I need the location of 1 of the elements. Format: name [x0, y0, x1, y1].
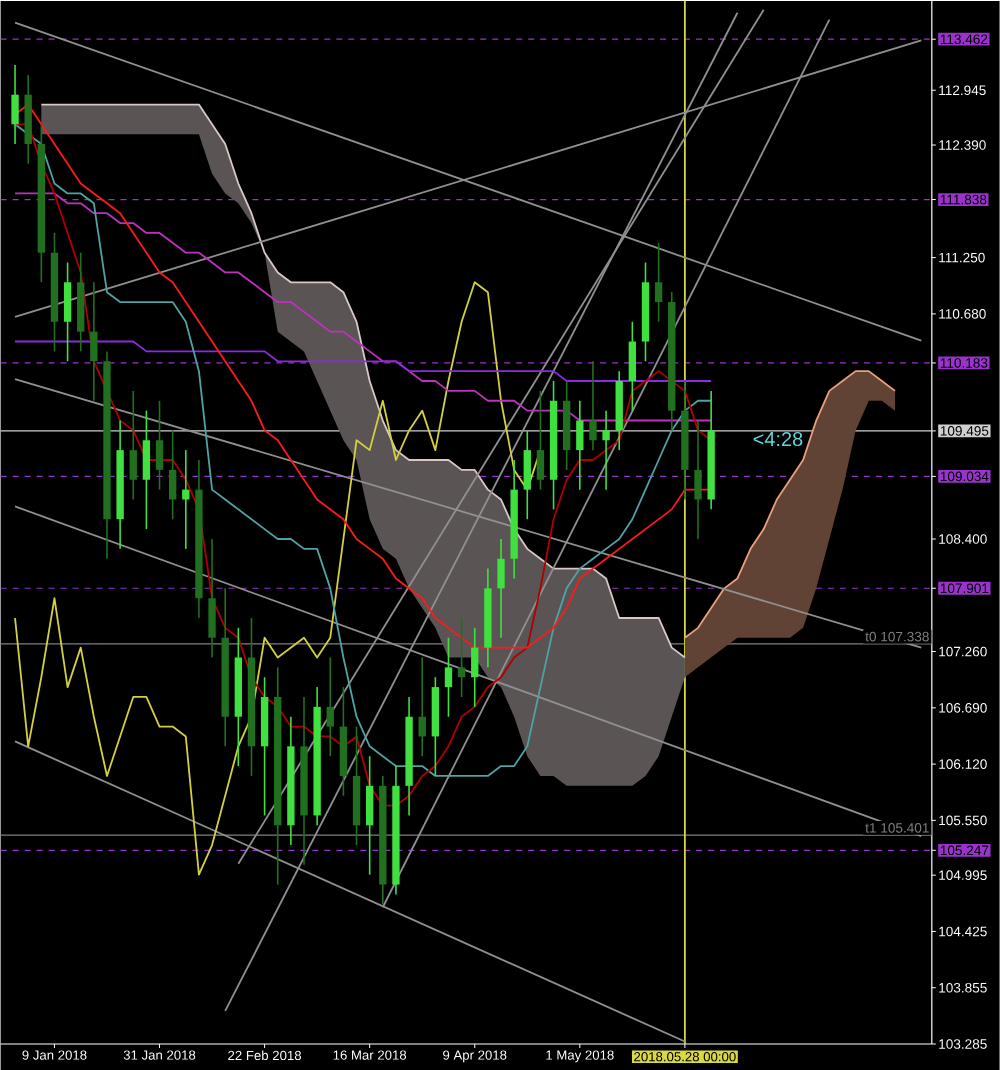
annotation: <4:28: [753, 431, 803, 447]
